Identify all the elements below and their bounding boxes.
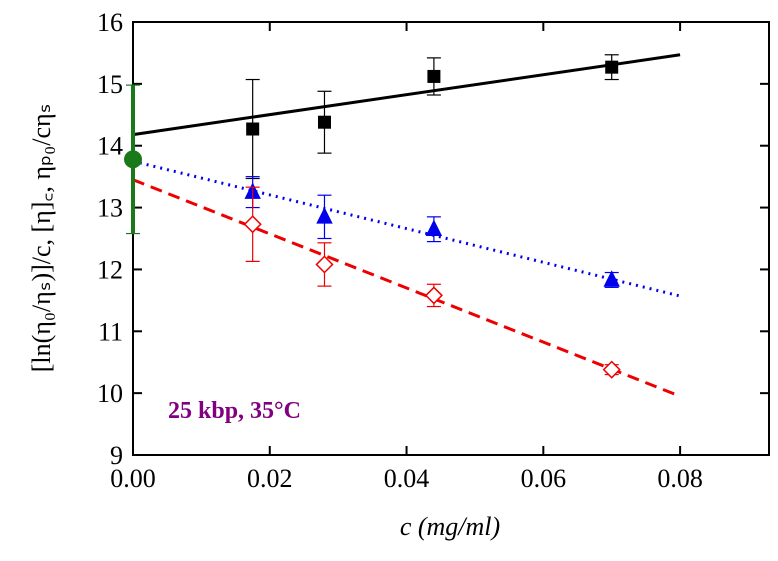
y-tick-label: 9 (110, 441, 123, 470)
marker (243, 215, 262, 234)
y-tick-label: 16 (97, 8, 123, 37)
marker (246, 122, 260, 136)
y-tick-label: 14 (97, 132, 123, 161)
marker (605, 60, 619, 74)
y-axis-label: [ln(η₀/ηₛ)]/c, [η]꜀, ηₚ₀/cηₛ (27, 104, 56, 373)
y-tick-label: 10 (97, 379, 123, 408)
marker (124, 150, 142, 169)
annotation: 25 kbp, 35°C (168, 398, 301, 424)
marker (317, 115, 331, 129)
fit-line (132, 53, 681, 137)
marker (603, 270, 620, 287)
marker (316, 207, 333, 224)
x-tick-label: 0.06 (521, 464, 567, 493)
y-tick-label: 15 (97, 70, 123, 99)
x-tick-label: 0.04 (384, 464, 430, 493)
fit-line (132, 159, 681, 298)
x-tick-label: 0.08 (657, 464, 703, 493)
marker (425, 219, 443, 236)
x-tick-label: 0.02 (247, 464, 293, 493)
marker (315, 255, 334, 274)
marker (602, 360, 621, 379)
x-tick-label: 0.00 (110, 464, 156, 493)
y-tick-label: 11 (98, 317, 123, 346)
plot-frame (132, 21, 770, 456)
marker (424, 286, 443, 305)
marker (427, 69, 441, 83)
fit-line (132, 178, 681, 398)
x-axis-label: c (mg/ml) (400, 512, 500, 541)
y-tick-label: 13 (97, 194, 123, 223)
y-tick-label: 12 (97, 255, 123, 284)
